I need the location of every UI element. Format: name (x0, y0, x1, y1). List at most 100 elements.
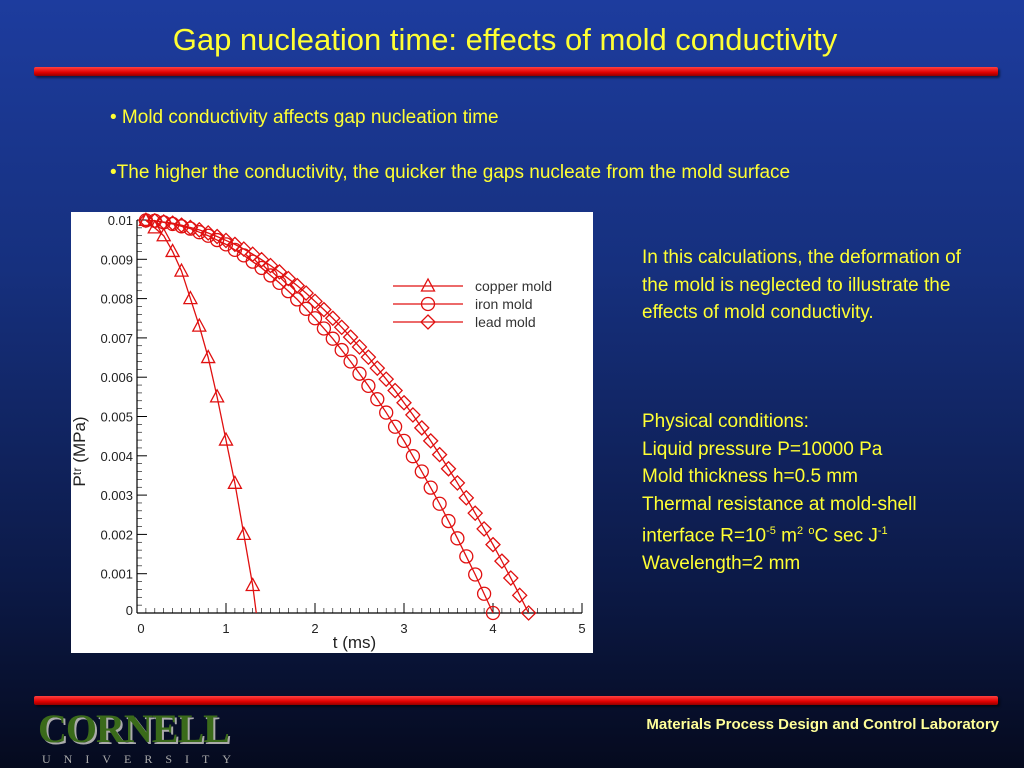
y-tick-label: 0.009 (100, 252, 133, 267)
diamond-marker (262, 257, 279, 274)
diamond-marker (182, 219, 199, 236)
note-text: In this calculations, the deformation of… (642, 247, 961, 323)
diamond-marker (369, 360, 386, 377)
circle-marker (459, 549, 474, 564)
triangle-marker (236, 526, 252, 541)
circle-marker (432, 496, 447, 511)
circle-marker (298, 301, 314, 316)
footer-divider (34, 696, 998, 705)
circle-marker (405, 449, 421, 464)
diamond-marker (378, 371, 395, 388)
diamond-marker (209, 228, 226, 245)
circle-marker (352, 366, 367, 381)
circle-marker (485, 605, 501, 621)
circle-marker (370, 392, 385, 407)
legend-entry: copper mold (393, 277, 552, 294)
x-axis-label: t (ms) (333, 633, 376, 652)
diamond-marker (511, 587, 528, 604)
circle-marker (254, 260, 269, 276)
y-tick-label: 0.008 (100, 292, 133, 307)
diamond-marker (280, 270, 297, 287)
r-text: interface R=10 (642, 525, 767, 547)
series-line (145, 219, 530, 614)
y-tick-label: 0.01 (108, 213, 133, 228)
diamond-marker (164, 215, 181, 232)
diamond-marker (324, 310, 341, 327)
wavelength: Wavelength=2 mm (642, 552, 801, 574)
bullet-2: •The higher the conductivity, the quicke… (110, 162, 791, 183)
r-exp-m: 2 (797, 525, 804, 537)
circle-marker (423, 480, 438, 495)
legend-label: copper mold (475, 278, 552, 294)
diamond-marker (413, 419, 430, 436)
legend-entry: lead mold (393, 314, 536, 330)
title-divider (34, 67, 998, 76)
diamond-marker (271, 263, 288, 280)
y-tick-label: 0.005 (100, 410, 133, 425)
triangle-marker (227, 474, 243, 489)
diamond-marker (200, 225, 217, 241)
diamond-marker (420, 314, 436, 330)
diamond-marker (467, 505, 484, 522)
physical-conditions: Physical conditions: Liquid pressure P=1… (642, 408, 1012, 577)
y-axis-label: Pᵗʳ (MPa) (71, 416, 89, 486)
circle-marker (334, 342, 349, 358)
circle-marker (476, 586, 492, 601)
circle-marker (396, 433, 412, 449)
x-tick-label: 0 (137, 621, 144, 636)
diamond-marker (485, 536, 501, 553)
diamond-marker (520, 605, 537, 621)
thermal-resistance-line2: interface R=10-5 m2 oC sec J-1 (642, 518, 1012, 550)
diamond-marker (476, 520, 493, 537)
series-iron-mold (138, 213, 501, 621)
r-exp: -5 (766, 525, 776, 537)
diamond-marker (173, 217, 190, 234)
circle-marker (325, 331, 340, 346)
diamond-marker (218, 232, 234, 249)
cornell-logo: CORNELL UNIVERSITY (38, 708, 244, 767)
diamond-marker (315, 301, 332, 318)
bullet-1: • Mold conductivity affects gap nucleati… (110, 107, 499, 128)
diamond-marker (191, 221, 208, 238)
series-line (145, 219, 257, 614)
triangle-marker (209, 388, 225, 403)
logo-sub: UNIVERSITY (42, 752, 244, 766)
circle-marker (414, 464, 429, 479)
circle-marker (420, 296, 436, 312)
diamond-marker (253, 251, 270, 268)
diamond-marker (298, 285, 315, 302)
diamond-marker (226, 236, 243, 253)
pressure-vs-time-chart: 0 1 2 3 4 5 0 0.001 0.002 0.003 0.004 0.005 0.006 0.0… (70, 212, 586, 652)
triangle-marker (191, 317, 207, 332)
diamond-marker (289, 277, 306, 294)
circle-marker (316, 321, 332, 336)
x-tick-label: 1 (222, 621, 229, 636)
legend-label: iron mold (475, 296, 533, 312)
circle-marker (307, 311, 323, 326)
r-unit-rest: C sec J (814, 525, 878, 547)
series-line (145, 219, 494, 614)
y-tick-label: 0 (126, 603, 133, 618)
mold-thickness: Mold thickness h=0.5 mm (642, 466, 858, 487)
x-tick-label: 2 (311, 621, 318, 636)
diamond-marker (422, 432, 439, 449)
diamond-marker (333, 319, 350, 336)
liquid-pressure: Liquid pressure P=10000 Pa (642, 438, 883, 460)
triangle-marker (420, 277, 436, 292)
legend-label: lead mold (475, 314, 536, 330)
y-tick-label: 0.003 (100, 488, 133, 503)
circle-marker (343, 354, 358, 369)
chart-panel: 0 1 2 3 4 5 0 0.001 0.002 0.003 0.004 0.005 0.006 0.0… (70, 212, 593, 653)
y-tick-label: 0.006 (100, 370, 133, 385)
diamond-marker (458, 489, 475, 506)
r-unit-m: m (775, 525, 797, 547)
triangle-marker (173, 262, 190, 277)
lab-name: Materials Process Design and Control Lab… (646, 716, 999, 733)
diamond-marker (244, 246, 261, 263)
y-tick-label: 0.001 (100, 567, 133, 582)
diamond-marker (351, 339, 368, 355)
legend-entry: iron mold (393, 296, 533, 312)
r-degree: o (808, 525, 815, 537)
diamond-marker (440, 460, 457, 477)
circle-marker (263, 268, 278, 283)
